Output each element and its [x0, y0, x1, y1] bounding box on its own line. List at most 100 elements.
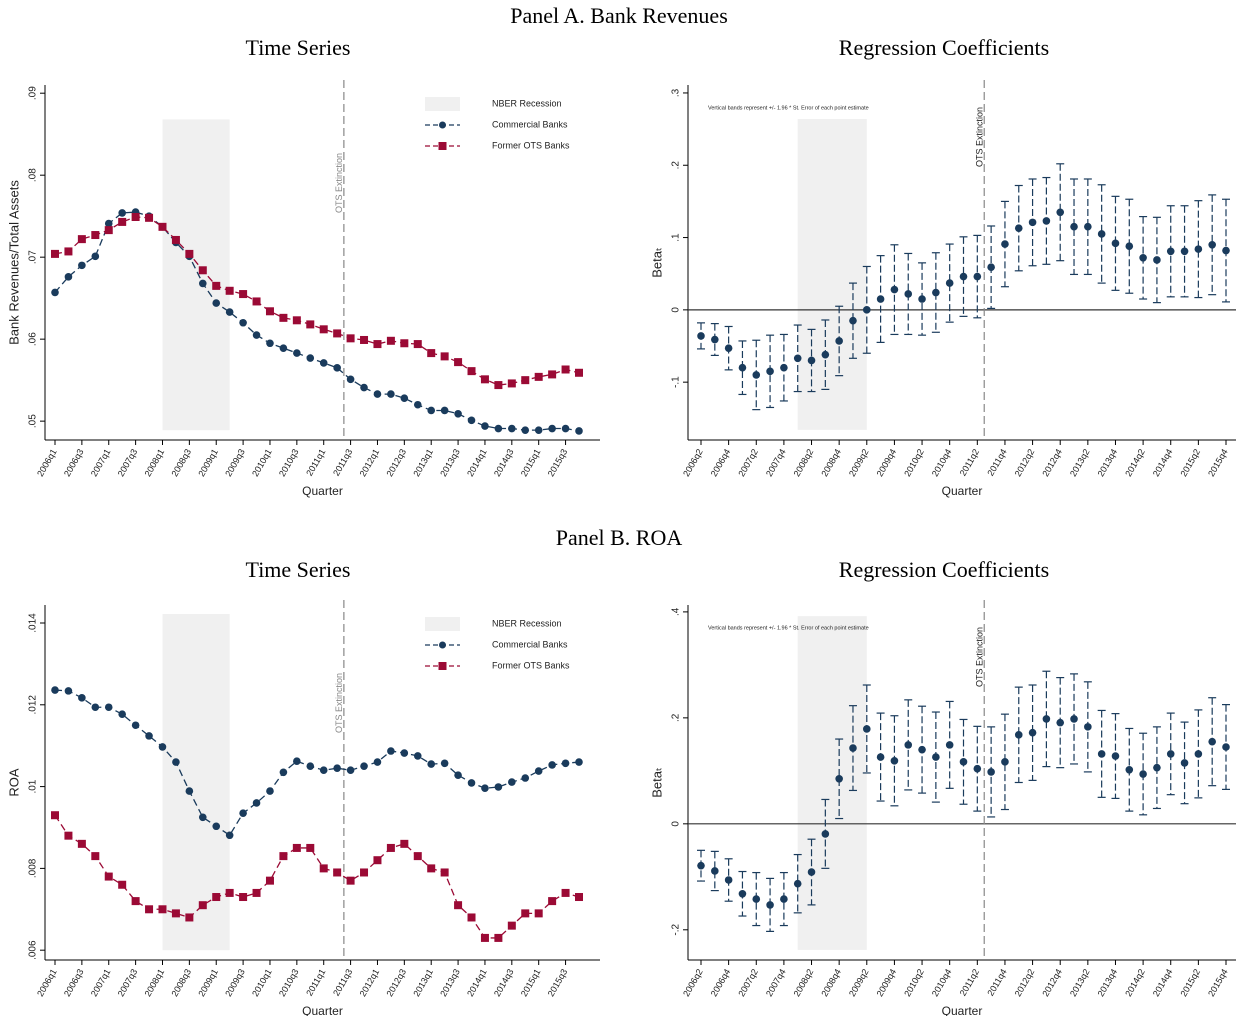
- marker: [198, 279, 207, 288]
- x-tick-label: 2015q2: [1178, 447, 1202, 478]
- point: [1194, 245, 1203, 253]
- x-tick-label: 2015q4: [1206, 967, 1230, 998]
- x-tick-label: 2007q2: [736, 447, 760, 478]
- point: [711, 867, 719, 875]
- marker: [64, 273, 73, 281]
- point: [904, 741, 913, 749]
- x-tick-label: 2007q4: [764, 967, 788, 998]
- x-tick-label: 2010q1: [250, 447, 274, 478]
- x-tick-label: 2006q1: [35, 967, 59, 998]
- point: [780, 363, 788, 372]
- marker: [413, 752, 422, 760]
- marker: [494, 381, 503, 390]
- marker: [78, 694, 86, 702]
- point: [1014, 224, 1023, 232]
- panel-title: Panel A. Bank Revenues: [510, 3, 728, 28]
- marker: [507, 379, 516, 388]
- marker: [131, 721, 140, 730]
- marker: [158, 222, 167, 231]
- marker: [252, 331, 261, 339]
- x-tick-label: 2014q2: [1123, 447, 1147, 478]
- x-tick-label: 2006q1: [35, 447, 59, 478]
- error-bar: [945, 243, 954, 323]
- point: [1194, 750, 1203, 758]
- vline-label: OTS Extinction: [334, 673, 344, 733]
- marker: [481, 422, 489, 430]
- marker: [145, 905, 154, 914]
- marker: [373, 758, 382, 766]
- marker: [319, 359, 328, 367]
- point: [1097, 750, 1106, 758]
- marker: [575, 368, 583, 377]
- error-bar: [1097, 184, 1106, 284]
- marker: [400, 839, 409, 848]
- panel-title: Panel B. ROA: [556, 525, 683, 550]
- point: [1208, 737, 1216, 746]
- point: [1070, 222, 1078, 231]
- marker: [400, 339, 409, 348]
- marker: [77, 235, 86, 244]
- marker: [386, 843, 395, 852]
- y-tick-label: .06: [28, 332, 39, 346]
- x-tick-label: 2015q1: [519, 967, 543, 998]
- marker: [185, 249, 194, 258]
- x-tick-label: 2015q2: [1178, 967, 1202, 998]
- point: [807, 868, 816, 876]
- marker: [225, 308, 234, 316]
- x-tick-label: 2015q4: [1206, 447, 1230, 478]
- x-tick-label: 2010q3: [277, 967, 301, 998]
- point: [1111, 752, 1120, 760]
- marker: [292, 316, 301, 325]
- marker: [225, 831, 234, 840]
- marker: [440, 759, 449, 768]
- x-tick-label: 2009q4: [875, 447, 899, 478]
- marker: [239, 809, 247, 817]
- marker: [171, 235, 180, 244]
- marker: [104, 226, 113, 235]
- series-line: [54, 216, 580, 386]
- shade: [797, 616, 867, 950]
- y-tick-label: 0: [671, 821, 682, 827]
- y-tick-label: .3: [671, 88, 682, 97]
- y-axis-label: Betaₜ: [649, 247, 664, 278]
- x-tick-label: 2006q2: [681, 447, 705, 478]
- x-tick-label: 2013q1: [411, 967, 435, 998]
- marker: [319, 766, 328, 775]
- marker: [413, 340, 422, 349]
- x-tick-label: 2012q3: [384, 447, 408, 478]
- marker: [561, 365, 570, 374]
- x-tick-label: 2008q1: [143, 447, 167, 478]
- y-tick-label: .2: [671, 713, 682, 722]
- error-bar: [1000, 713, 1009, 811]
- x-tick-label: 2015q3: [546, 967, 570, 998]
- marker: [279, 313, 288, 322]
- point: [1125, 765, 1134, 774]
- point: [711, 335, 719, 344]
- point: [752, 371, 761, 379]
- x-tick-label: 2013q2: [1068, 447, 1092, 478]
- y-axis-label: Bank Revenues/Total Assets: [6, 180, 21, 345]
- point: [904, 290, 913, 298]
- y-axis-label: ROA: [6, 768, 21, 797]
- x-axis-label: Quarter: [302, 484, 343, 498]
- y-tick-label: .05: [28, 414, 39, 428]
- error-bar: [848, 282, 857, 359]
- error-bar: [1194, 200, 1203, 299]
- legend-label: NBER Recession: [492, 618, 562, 628]
- marker: [360, 762, 368, 770]
- marker: [51, 249, 59, 258]
- x-tick-label: 2013q1: [411, 447, 435, 478]
- marker: [427, 864, 436, 873]
- point: [987, 263, 995, 271]
- marker: [575, 893, 583, 902]
- marker: [64, 687, 73, 695]
- marker: [91, 252, 100, 261]
- chart-title: Regression Coefficients: [839, 35, 1049, 60]
- error-bar: [793, 853, 802, 914]
- point: [1166, 750, 1175, 758]
- legend-marker: [439, 121, 446, 129]
- marker: [548, 761, 556, 769]
- marker: [306, 843, 315, 852]
- marker: [481, 784, 489, 793]
